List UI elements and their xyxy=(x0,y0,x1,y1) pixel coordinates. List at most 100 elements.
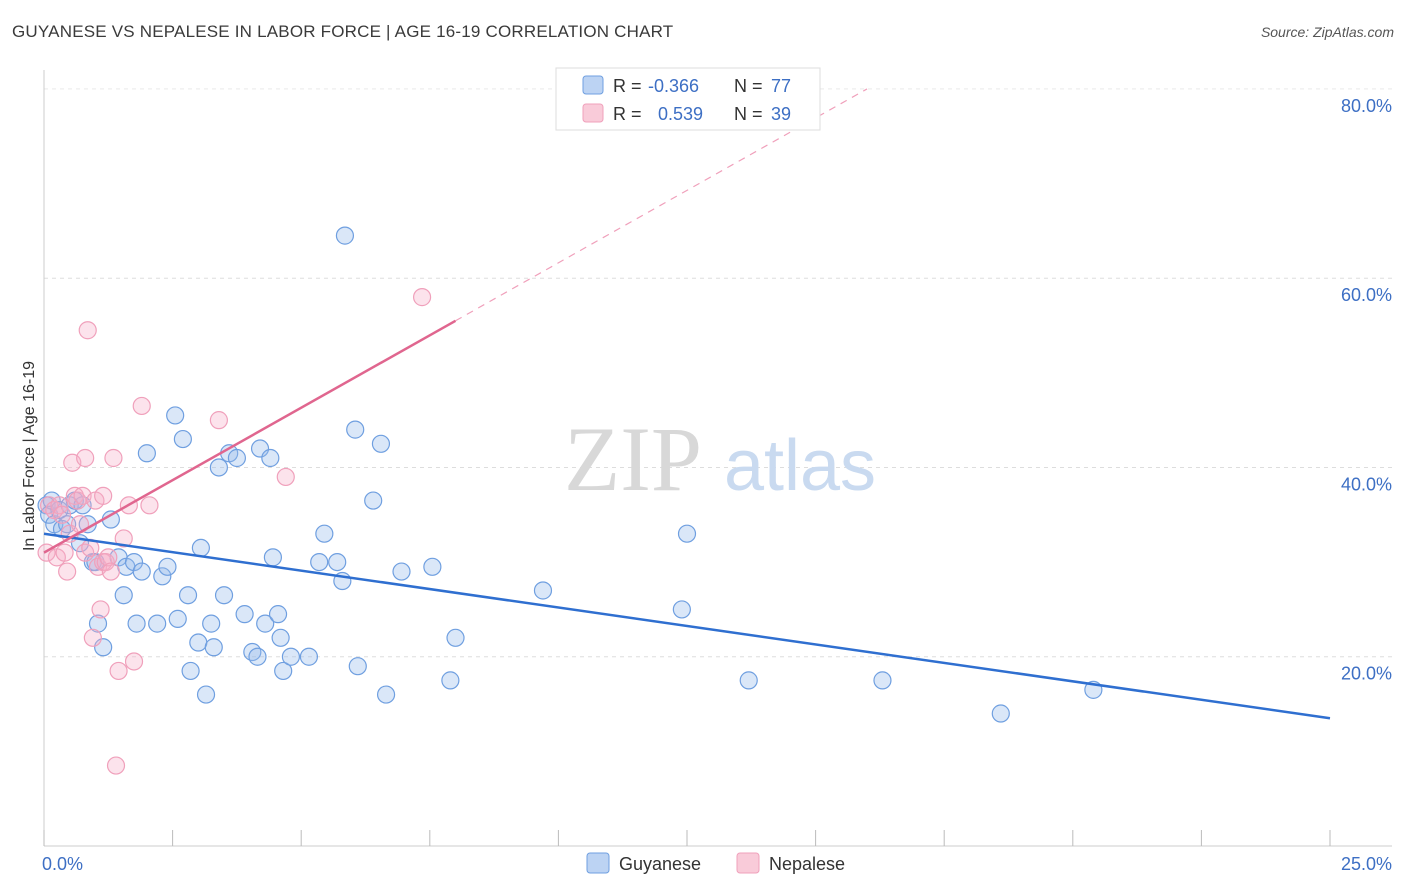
y-axis-title: In Labor Force | Age 16-19 xyxy=(21,361,38,551)
correlation-legend: R = -0.366 N = 77 R = 0.539 N = 39 xyxy=(555,67,821,131)
point-guyanese-31 xyxy=(181,661,200,681)
point-guyanese-45 xyxy=(256,614,275,633)
point-guyanese-33 xyxy=(191,538,210,558)
x-tick-label-1: 25.0% xyxy=(1341,854,1392,874)
legend-swatch-nepalese xyxy=(582,103,604,123)
point-guyanese-20 xyxy=(124,552,144,572)
legend-r-value-guyanese: -0.366 xyxy=(648,76,699,96)
point-guyanese-24 xyxy=(148,614,167,633)
points xyxy=(37,226,1103,775)
point-nepalese-10 xyxy=(65,486,84,505)
point-guyanese-22 xyxy=(132,562,151,581)
x-tick-label-0: 0.0% xyxy=(42,854,83,874)
point-guyanese-61 xyxy=(371,434,391,453)
point-nepalese-18 xyxy=(83,628,102,647)
point-guyanese-36 xyxy=(204,638,223,657)
point-guyanese-69 xyxy=(677,524,697,543)
point-guyanese-32 xyxy=(189,633,208,652)
legend-r-label-nepalese: R = xyxy=(613,104,642,124)
point-guyanese-30 xyxy=(178,586,198,605)
point-guyanese-70 xyxy=(739,671,758,690)
trend-line-nepalese xyxy=(43,319,457,554)
point-guyanese-28 xyxy=(168,609,187,628)
point-guyanese-66 xyxy=(446,628,465,647)
legend-swatch-guyanese xyxy=(582,75,604,95)
point-guyanese-48 xyxy=(268,605,288,624)
series-legend: Guyanese Nepalese xyxy=(586,852,845,874)
point-guyanese-34 xyxy=(196,685,216,704)
watermark: ZIP atlas xyxy=(564,408,876,510)
point-nepalese-33 xyxy=(140,496,159,515)
watermark-zip: ZIP xyxy=(564,408,702,510)
point-guyanese-35 xyxy=(202,614,221,633)
point-guyanese-46 xyxy=(261,448,280,468)
point-guyanese-14 xyxy=(88,614,108,633)
y-tick-label-3: 80.0% xyxy=(1341,96,1392,116)
point-guyanese-18 xyxy=(114,586,133,605)
point-nepalese-7 xyxy=(58,562,77,581)
point-guyanese-38 xyxy=(214,586,234,605)
point-guyanese-21 xyxy=(127,614,146,633)
chart-title: GUYANESE VS NEPALESE IN LABOR FORCE | AG… xyxy=(12,22,674,41)
point-nepalese-28 xyxy=(109,661,128,681)
point-guyanese-57 xyxy=(335,226,355,245)
point-guyanese-41 xyxy=(235,605,254,624)
legend-n-value-nepalese: 39 xyxy=(771,104,791,124)
point-guyanese-63 xyxy=(392,562,411,581)
bottom-legend-label-guyanese: Guyanese xyxy=(619,854,701,874)
point-guyanese-29 xyxy=(173,429,192,449)
legend-n-label-guyanese: N = xyxy=(734,76,763,96)
source-credit: Source: ZipAtlas.com xyxy=(1260,24,1394,40)
legend-n-label-nepalese: N = xyxy=(734,104,763,124)
point-guyanese-68 xyxy=(672,600,691,619)
y-tick-label-2: 60.0% xyxy=(1341,285,1392,305)
point-guyanese-4 xyxy=(50,500,69,520)
point-nepalese-16 xyxy=(78,321,97,340)
point-nepalese-36 xyxy=(412,288,432,307)
point-guyanese-55 xyxy=(328,552,347,572)
point-guyanese-62 xyxy=(376,685,396,704)
point-guyanese-51 xyxy=(281,647,301,666)
point-guyanese-64 xyxy=(423,557,442,576)
bottom-legend-label-nepalese: Nepalese xyxy=(769,854,845,874)
point-guyanese-26 xyxy=(158,557,177,576)
point-guyanese-54 xyxy=(315,524,334,543)
watermark-atlas: atlas xyxy=(724,426,876,506)
point-guyanese-59 xyxy=(348,657,367,676)
point-nepalese-27 xyxy=(106,756,126,775)
point-guyanese-72 xyxy=(991,704,1010,723)
point-guyanese-58 xyxy=(346,420,365,439)
point-guyanese-60 xyxy=(364,491,383,510)
trend-line-guyanese xyxy=(43,532,1331,720)
point-nepalese-37 xyxy=(94,486,113,505)
legend-r-label-guyanese: R = xyxy=(613,76,642,96)
point-nepalese-5 xyxy=(52,505,72,524)
point-guyanese-43 xyxy=(248,647,267,666)
point-nepalese-34 xyxy=(209,411,228,430)
point-guyanese-67 xyxy=(533,581,553,600)
point-nepalese-35 xyxy=(276,467,295,487)
point-nepalese-23 xyxy=(96,552,115,572)
grid xyxy=(44,88,1392,658)
point-nepalese-21 xyxy=(91,600,110,619)
point-guyanese-49 xyxy=(271,628,290,647)
point-guyanese-25 xyxy=(153,567,172,586)
y-tick-label-0: 20.0% xyxy=(1341,664,1392,684)
point-guyanese-47 xyxy=(263,548,283,567)
point-guyanese-27 xyxy=(166,406,185,425)
bottom-legend-swatch-nepalese xyxy=(736,852,760,874)
point-nepalese-25 xyxy=(101,562,120,581)
point-nepalese-31 xyxy=(124,652,144,671)
y-tick-label-1: 40.0% xyxy=(1341,474,1392,494)
bottom-legend-swatch-guyanese xyxy=(586,852,610,874)
point-guyanese-37 xyxy=(209,458,228,477)
point-nepalese-6 xyxy=(55,543,74,562)
point-nepalese-14 xyxy=(76,448,95,468)
trend-lines xyxy=(43,88,1331,720)
point-nepalese-32 xyxy=(132,396,151,416)
point-guyanese-52 xyxy=(299,647,319,666)
point-nepalese-26 xyxy=(104,448,123,468)
legend-n-value-guyanese: 77 xyxy=(771,76,791,96)
point-guyanese-40 xyxy=(227,448,246,468)
